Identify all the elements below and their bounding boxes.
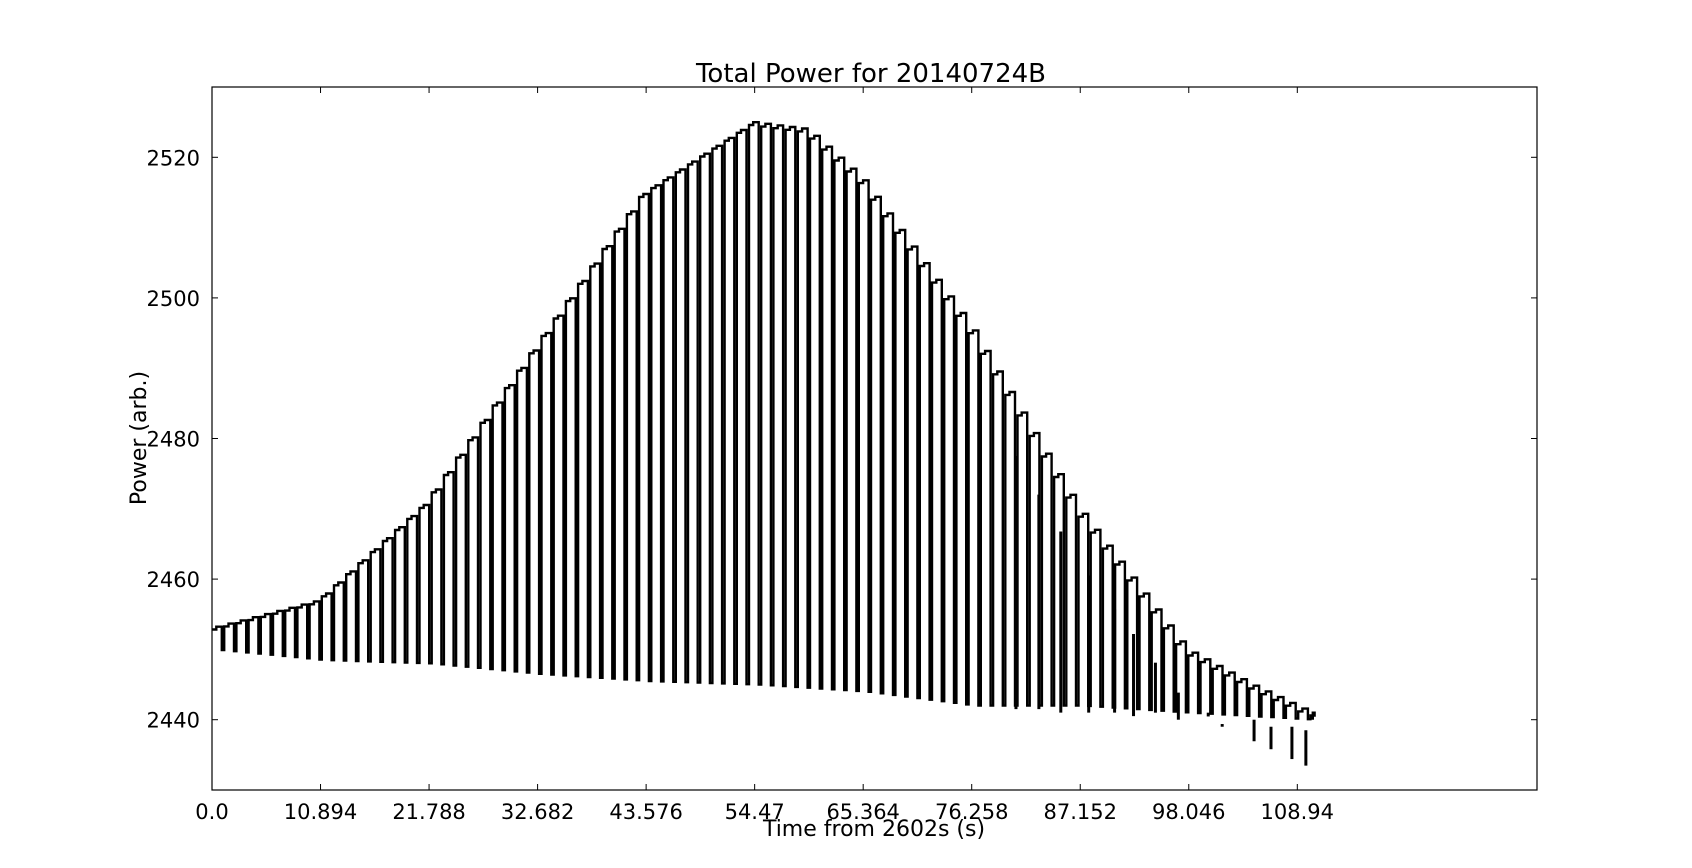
- y-axis-ticks: 2440 2460 2480 2500 2520: [147, 146, 1537, 733]
- y-tick-label: 2480: [147, 428, 200, 452]
- y-tick-label: 2460: [147, 568, 200, 592]
- y-tick-label: 2500: [147, 287, 200, 311]
- y-tick-label: 2440: [147, 709, 200, 733]
- x-axis-label: Time from 2602s (s): [762, 817, 985, 842]
- x-tick-label: 54.47: [725, 800, 785, 824]
- x-tick-label: 76.258: [935, 800, 1008, 824]
- x-tick-label: 0.0: [195, 800, 228, 824]
- total-power-line: [212, 121, 1316, 721]
- y-tick-label: 2520: [147, 146, 200, 170]
- x-tick-label: 65.364: [826, 800, 899, 824]
- x-axis-ticks: 0.0 10.894 21.788 32.682 43.576 54.47 65.364 76…: [195, 87, 1334, 824]
- x-tick-label: 32.682: [501, 800, 574, 824]
- chart-title: Total Power for 20140724B: [695, 59, 1046, 89]
- x-tick-label: 87.152: [1044, 800, 1117, 824]
- x-tick-label: 43.576: [609, 800, 682, 824]
- x-tick-label: 21.788: [392, 800, 465, 824]
- x-tick-label: 98.046: [1152, 800, 1225, 824]
- plot-frame: [211, 86, 1538, 791]
- x-tick-label: 10.894: [284, 800, 357, 824]
- x-tick-label: 108.94: [1261, 800, 1334, 824]
- y-axis-label: Power (arb.): [127, 371, 152, 505]
